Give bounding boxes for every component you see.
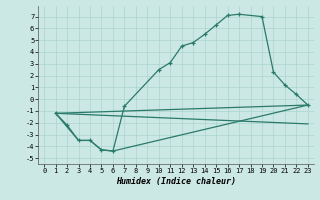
X-axis label: Humidex (Indice chaleur): Humidex (Indice chaleur) <box>116 177 236 186</box>
